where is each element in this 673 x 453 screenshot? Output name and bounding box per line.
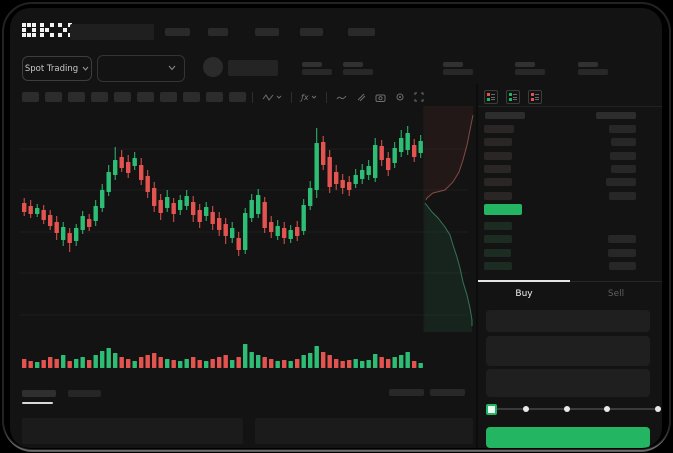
chart-type-icon[interactable]: [262, 93, 282, 102]
stat-value: [443, 69, 473, 75]
market-mode-label: Spot Trading: [24, 63, 79, 74]
chevron-down-icon: [168, 65, 176, 71]
chevron-down-icon: [82, 66, 89, 71]
nav-item[interactable]: [300, 28, 323, 36]
chevron-down-icon: [276, 95, 282, 99]
ask-row[interactable]: [484, 164, 636, 173]
timeframe-button[interactable]: [45, 92, 62, 102]
chevron-down-icon: [311, 95, 316, 99]
app-window: Spot Trading ƒx: [10, 8, 662, 448]
bid-row[interactable]: [484, 235, 636, 244]
timeframe-button[interactable]: [22, 92, 39, 102]
orderbook-view-both-icon[interactable]: [484, 90, 498, 104]
bottom-filter[interactable]: [430, 389, 465, 396]
trendline-icon[interactable]: [336, 93, 347, 102]
divider: [478, 106, 662, 107]
stat-value: [578, 69, 608, 75]
divider: [252, 91, 253, 103]
logo-letter: [40, 23, 54, 37]
chart-toolbar-icons: ƒx: [252, 90, 424, 104]
market-mode-selector[interactable]: Spot Trading: [22, 56, 92, 81]
slider-stop-50[interactable]: [564, 406, 570, 412]
buy-button[interactable]: [486, 427, 650, 448]
bid-row[interactable]: [484, 222, 636, 230]
amount-slider-handle[interactable]: [486, 404, 497, 415]
stat-value: [302, 69, 332, 75]
active-tab-underline: [22, 402, 53, 404]
header-search-placeholder[interactable]: [70, 24, 154, 40]
nav-item[interactable]: [348, 28, 375, 36]
bid-row[interactable]: [484, 248, 636, 257]
slider-stop-100[interactable]: [655, 406, 661, 412]
bottom-tab[interactable]: [22, 390, 56, 397]
timeframe-button[interactable]: [137, 92, 154, 102]
timeframe-button[interactable]: [160, 92, 177, 102]
total-input[interactable]: [486, 369, 650, 397]
timeframe-button[interactable]: [91, 92, 108, 102]
stat-label: [343, 62, 363, 67]
ask-row[interactable]: [484, 125, 636, 133]
bottom-panel-left: [22, 418, 243, 444]
trade-panel: Buy Sell: [478, 84, 662, 448]
ask-row[interactable]: [484, 138, 636, 147]
divider: [291, 91, 292, 103]
nav-item[interactable]: [208, 28, 228, 36]
draw-tools-icon[interactable]: [356, 92, 366, 102]
timeframe-button[interactable]: [183, 92, 200, 102]
orderbook-view-bids-icon[interactable]: [506, 90, 520, 104]
timeframe-button[interactable]: [229, 92, 246, 102]
stat-value: [343, 69, 373, 75]
amount-slider-track[interactable]: [490, 408, 655, 410]
fullscreen-icon[interactable]: [414, 92, 424, 102]
divider: [478, 281, 662, 282]
ask-row[interactable]: [484, 191, 636, 200]
stat-label: [515, 62, 535, 67]
nav-item[interactable]: [255, 28, 279, 36]
stat-label: [578, 62, 598, 67]
panel-divider: [476, 84, 478, 448]
slider-stop-25[interactable]: [523, 406, 529, 412]
device-bezel-highlight: [4, 6, 669, 452]
amount-input[interactable]: [486, 336, 650, 366]
settings-icon[interactable]: [395, 92, 405, 102]
ask-row[interactable]: [484, 151, 636, 160]
pair-selector-dropdown[interactable]: [97, 55, 185, 82]
bottom-filter[interactable]: [389, 389, 424, 396]
last-price-badge[interactable]: [484, 204, 522, 215]
orderbook-view-asks-icon[interactable]: [528, 90, 542, 104]
timeframe-button[interactable]: [114, 92, 131, 102]
bottom-tab[interactable]: [68, 390, 101, 397]
timeframe-button[interactable]: [68, 92, 85, 102]
stat-label: [443, 62, 463, 67]
bid-row[interactable]: [484, 261, 636, 270]
timeframe-button[interactable]: [206, 92, 223, 102]
bottom-panel-right: [255, 418, 473, 444]
ask-row[interactable]: [484, 178, 636, 187]
nav-item[interactable]: [165, 28, 190, 36]
tab-sell[interactable]: Sell: [607, 289, 625, 299]
slider-stop-75[interactable]: [604, 406, 610, 412]
ob-col-header-amount: [596, 112, 636, 119]
price-input[interactable]: [486, 310, 650, 332]
ob-col-header-price: [485, 112, 525, 119]
tab-buy[interactable]: Buy: [515, 289, 533, 299]
stat-value: [515, 69, 545, 75]
camera-icon[interactable]: [375, 93, 386, 102]
indicators-fx-icon[interactable]: ƒx: [301, 93, 317, 102]
active-tab-indicator: [478, 280, 570, 282]
logo-letter: [22, 23, 36, 37]
pair-name-placeholder: [228, 60, 278, 76]
okx-logo: [22, 23, 72, 37]
divider: [325, 91, 327, 103]
stat-label: [302, 62, 322, 67]
coin-icon: [203, 57, 223, 77]
